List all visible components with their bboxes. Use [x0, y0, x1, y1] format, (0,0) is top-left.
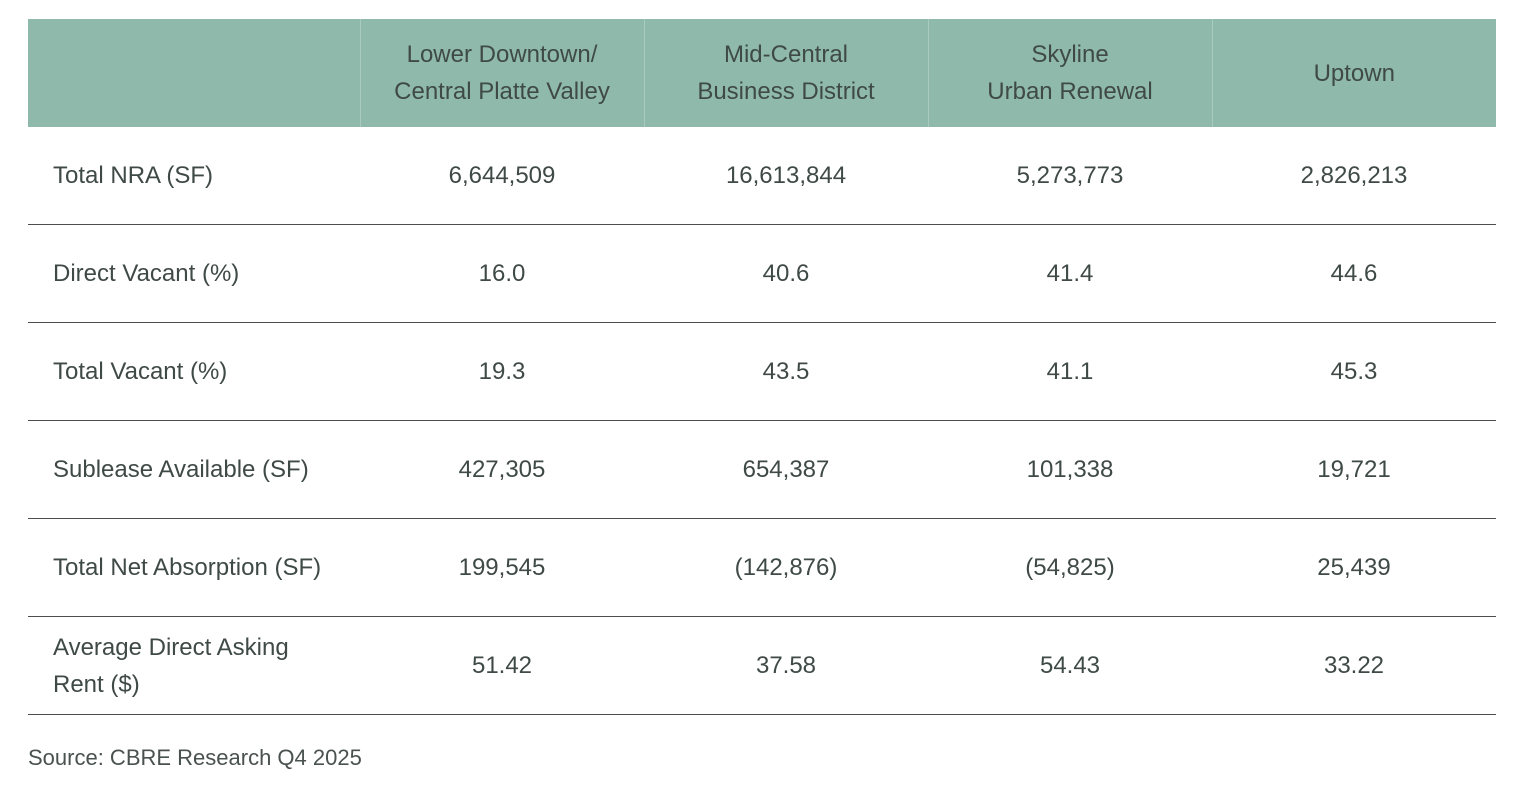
value-cell: 654,387 — [644, 420, 928, 519]
value-cell: 16,613,844 — [644, 127, 928, 225]
value-cell: 25,439 — [1212, 518, 1496, 617]
header-text: Lower Downtown/ — [406, 41, 598, 68]
row-label: Total Net Absorption (SF) — [53, 554, 322, 581]
source-note: Source: CBRE Research Q4 2025 — [28, 745, 362, 770]
row-label: Total Vacant (%) — [53, 358, 228, 385]
value-cell: 5,273,773 — [928, 127, 1212, 225]
value-cell: 6,644,509 — [360, 127, 644, 225]
value-cell: 19,721 — [1212, 420, 1496, 519]
table-body: Total NRA (SF) 6,644,509 16,613,844 5,273,7… — [28, 127, 1496, 715]
value-cell: 51.42 — [360, 616, 644, 715]
row-label: Direct Vacant (%) — [53, 260, 240, 287]
value-cell: 40.6 — [644, 224, 928, 323]
table-row: Total Vacant (%) 19.3 43.5 41.1 45.3 — [28, 322, 1496, 421]
value-cell: 33.22 — [1212, 616, 1496, 715]
header-text: Business District — [697, 78, 875, 105]
value-cell: (54,825) — [928, 518, 1212, 617]
row-label-cell: Direct Vacant (%) — [28, 224, 360, 323]
value-cell: 16.0 — [360, 224, 644, 323]
value-cell: 54.43 — [928, 616, 1212, 715]
value-cell: 41.1 — [928, 322, 1212, 421]
row-label-cell: Sublease Available (SF) — [28, 420, 360, 519]
value-cell: 19.3 — [360, 322, 644, 421]
table-row: Sublease Available (SF) 427,305 654,387 101… — [28, 420, 1496, 519]
value-cell: 37.58 — [644, 616, 928, 715]
row-label-cell: Average Direct Asking Rent ($) — [28, 616, 360, 715]
table-row: Total NRA (SF) 6,644,509 16,613,844 5,273,7… — [28, 127, 1496, 225]
row-label-cell: Total Vacant (%) — [28, 322, 360, 421]
header-cell: Uptown — [1211, 19, 1496, 127]
value-cell: 427,305 — [360, 420, 644, 519]
value-cell: 43.5 — [644, 322, 928, 421]
value-cell: 44.6 — [1212, 224, 1496, 323]
value-cell: 45.3 — [1212, 322, 1496, 421]
value-cell: 2,826,213 — [1212, 127, 1496, 225]
table-row: Average Direct Asking Rent ($) 51.42 37.58… — [28, 616, 1496, 715]
header-text: Skyline — [1031, 41, 1109, 68]
row-label: Total NRA (SF) — [53, 162, 214, 189]
value-cell: (142,876) — [644, 518, 928, 617]
value-cell: 199,545 — [360, 518, 644, 617]
row-label: Average Direct Asking Rent ($) — [53, 633, 289, 698]
header-text: Uptown — [1313, 59, 1395, 87]
header-text: Mid-Central — [723, 41, 849, 68]
row-label-cell: Total Net Absorption (SF) — [28, 518, 360, 617]
row-label: Sublease Available (SF) — [53, 456, 309, 483]
header-cell: Skyline Urban Renewal — [927, 19, 1212, 127]
header-text: Urban Renewal — [987, 78, 1153, 105]
header-row: Lower Downtown/Central Platte Valley Mid-… — [28, 19, 1496, 127]
header-text: Central Platte Valley — [394, 78, 610, 105]
header-cell — [28, 19, 360, 127]
value-cell: 41.4 — [928, 224, 1212, 323]
table-row: Direct Vacant (%) 16.0 40.6 41.4 44.6 — [28, 224, 1496, 323]
header-cell: Mid-Central Business District — [643, 19, 928, 127]
table-row: Total Net Absorption (SF) 199,545 (142,876… — [28, 518, 1496, 617]
header-cell: Lower Downtown/Central Platte Valley — [359, 19, 644, 127]
data-table: Lower Downtown/Central Platte Valley Mid-… — [28, 19, 1496, 715]
row-label-cell: Total NRA (SF) — [28, 127, 360, 225]
value-cell: 101,338 — [928, 420, 1212, 519]
